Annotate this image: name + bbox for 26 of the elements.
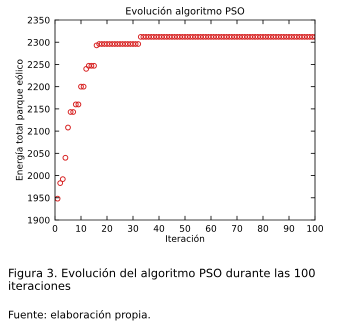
y-tick-label: 1900 [28, 216, 50, 224]
x-tick-label: 90 [284, 225, 294, 232]
y-axis-title: Energía total parque eólico [15, 60, 24, 180]
x-tick-label: 10 [76, 225, 86, 232]
x-tick-label: 100 [307, 225, 324, 232]
y-tick-label: 2350 [28, 16, 50, 24]
y-tick-label: 2300 [28, 38, 50, 46]
chart-title: Evolución algoritmo PSO [126, 6, 244, 16]
x-axis-title: Iteración [166, 234, 204, 242]
x-tick-label: 20 [102, 225, 112, 232]
x-tick-label: 50 [180, 225, 190, 232]
y-tick-label: 2250 [28, 61, 50, 68]
y-tick-label: 2200 [28, 83, 50, 90]
y-tick-label: 1950 [28, 194, 50, 202]
x-tick-label: 40 [154, 225, 164, 232]
y-tick-label: 2050 [28, 150, 50, 157]
y-tick-label: 2000 [28, 172, 50, 180]
x-tick-label: 70 [232, 225, 242, 232]
x-tick-label: 30 [128, 225, 138, 232]
text: Figura 3. Evolución del algoritmo PSO durante las 100 iteraciones [9, 268, 315, 290]
y-tick-label: 2150 [28, 106, 50, 112]
x-tick-label: 0 [52, 225, 58, 232]
x-tick-label: 80 [258, 225, 268, 232]
x-tick-label: 60 [206, 225, 216, 232]
y-tick-label: 2100 [28, 128, 50, 135]
source-note: Fuente: elaboración propia. [9, 310, 150, 320]
